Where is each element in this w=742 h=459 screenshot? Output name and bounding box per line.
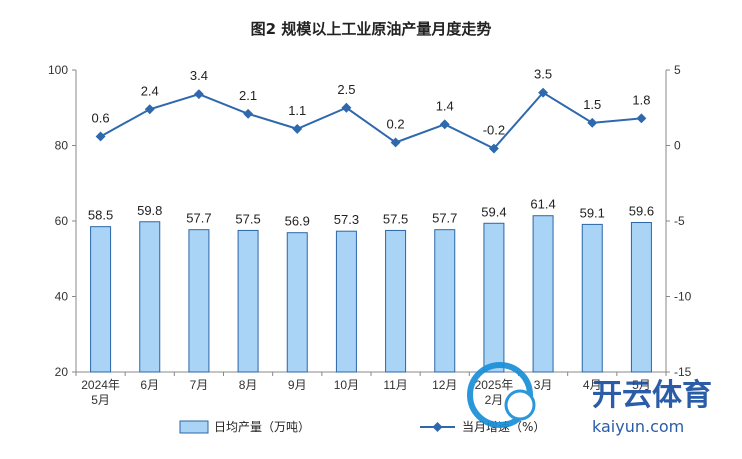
bar-value-label: 57.5 [235, 211, 260, 226]
bar-value-label: 57.3 [334, 212, 359, 227]
x-tick-label: 11月 [383, 378, 407, 392]
x-tick-label: 5月 [632, 378, 651, 392]
bar [335, 230, 357, 373]
line-value-label: 1.5 [583, 97, 601, 112]
bar-value-label: 61.4 [530, 197, 555, 212]
legend-bar-label: 日均产量（万吨） [214, 420, 310, 434]
bar-value-label: 59.6 [629, 204, 654, 219]
bar [90, 226, 112, 373]
bar-value-label: 57.5 [383, 211, 408, 226]
bar-value-label: 59.4 [481, 204, 506, 219]
axes: 20 40 60 80 100 -15 -10 -5 0 5 2024年 5月 6月 7月 8月 9月 10月 1… [48, 63, 692, 407]
x-tick-label: 2025年 2月 [475, 378, 514, 407]
line-value-label: 2.5 [337, 82, 355, 97]
line-point [488, 143, 499, 154]
legend: 日均产量（万吨） 当月增速（%） [179, 420, 545, 434]
line-value-label: -0.2 [483, 123, 505, 138]
bar-value-label: 57.7 [432, 211, 457, 226]
bar [286, 232, 308, 373]
x-tick-label: 4月 [583, 378, 602, 392]
y-right-tick-label: 0 [674, 139, 681, 153]
line-point [390, 137, 401, 148]
legend-line-marker [432, 422, 443, 432]
watermark-logo: 开云体育 kaiyun.com [467, 362, 712, 436]
x-tick-label: 6月 [140, 378, 159, 392]
line-value-label: 3.5 [534, 67, 552, 82]
bar-series [90, 215, 652, 373]
y-right-tick-label: -15 [674, 365, 692, 379]
line-value-label: 2.1 [239, 88, 257, 103]
y-right-tick-label: 5 [674, 63, 681, 77]
y-left-tick-label: 80 [55, 139, 69, 153]
line-value-label: 1.1 [288, 103, 306, 118]
x-tick-label: 2024年 5月 [81, 378, 120, 407]
x-tick-label: 7月 [190, 378, 209, 392]
y-right-tick-label: -5 [674, 214, 685, 228]
bar [237, 229, 259, 373]
line-value-label: 3.4 [190, 68, 208, 83]
bar-value-label: 59.1 [580, 205, 605, 220]
legend-bar-swatch [179, 420, 209, 434]
bar [188, 229, 210, 373]
line-value-label: 2.4 [141, 83, 159, 98]
bar [581, 223, 603, 373]
line-value-label: 1.8 [632, 92, 650, 107]
y-right-tick-label: -10 [674, 290, 692, 304]
bar [483, 222, 505, 373]
x-tick-label: 9月 [288, 378, 307, 392]
bar [139, 221, 161, 373]
bar-value-label: 56.9 [285, 214, 310, 229]
bar [385, 229, 407, 373]
line-point [439, 119, 450, 130]
svg-text:kaiyun.com: kaiyun.com [592, 417, 684, 436]
line-point [292, 123, 303, 134]
bar-value-label: 58.5 [88, 208, 113, 223]
x-tick-label: 12月 [432, 378, 457, 392]
data-labels: 58.5 59.8 57.7 57.5 56.9 57.3 57.5 57.7 59.4 61.4… [88, 67, 654, 229]
line-point [587, 117, 598, 128]
line-series [95, 87, 647, 154]
bar [434, 229, 456, 373]
svg-text:开云体育: 开云体育 [592, 378, 712, 413]
chart-title: 图2 规模以上工业原油产量月度走势 [251, 20, 492, 38]
x-tick-label: 3月 [534, 378, 553, 392]
line-point [538, 87, 549, 98]
growth-line [100, 91, 642, 150]
bar-value-label: 59.8 [137, 203, 162, 218]
y-left-tick-label: 100 [48, 63, 68, 77]
bar [630, 222, 652, 373]
x-tick-label: 10月 [334, 378, 359, 392]
y-left-tick-label: 20 [55, 365, 69, 379]
bar [532, 215, 554, 373]
line-point [193, 89, 204, 100]
bar-value-label: 57.7 [186, 211, 211, 226]
line-point [636, 113, 647, 124]
line-value-label: 0.2 [387, 116, 405, 131]
y-left-tick-label: 60 [55, 214, 69, 228]
x-tick-label: 8月 [239, 378, 258, 392]
line-point [95, 131, 106, 142]
line-value-label: 1.4 [436, 98, 454, 113]
line-point [144, 104, 155, 115]
y-left-tick-label: 40 [55, 290, 69, 304]
line-point [243, 108, 254, 119]
line-value-label: 0.6 [92, 110, 110, 125]
